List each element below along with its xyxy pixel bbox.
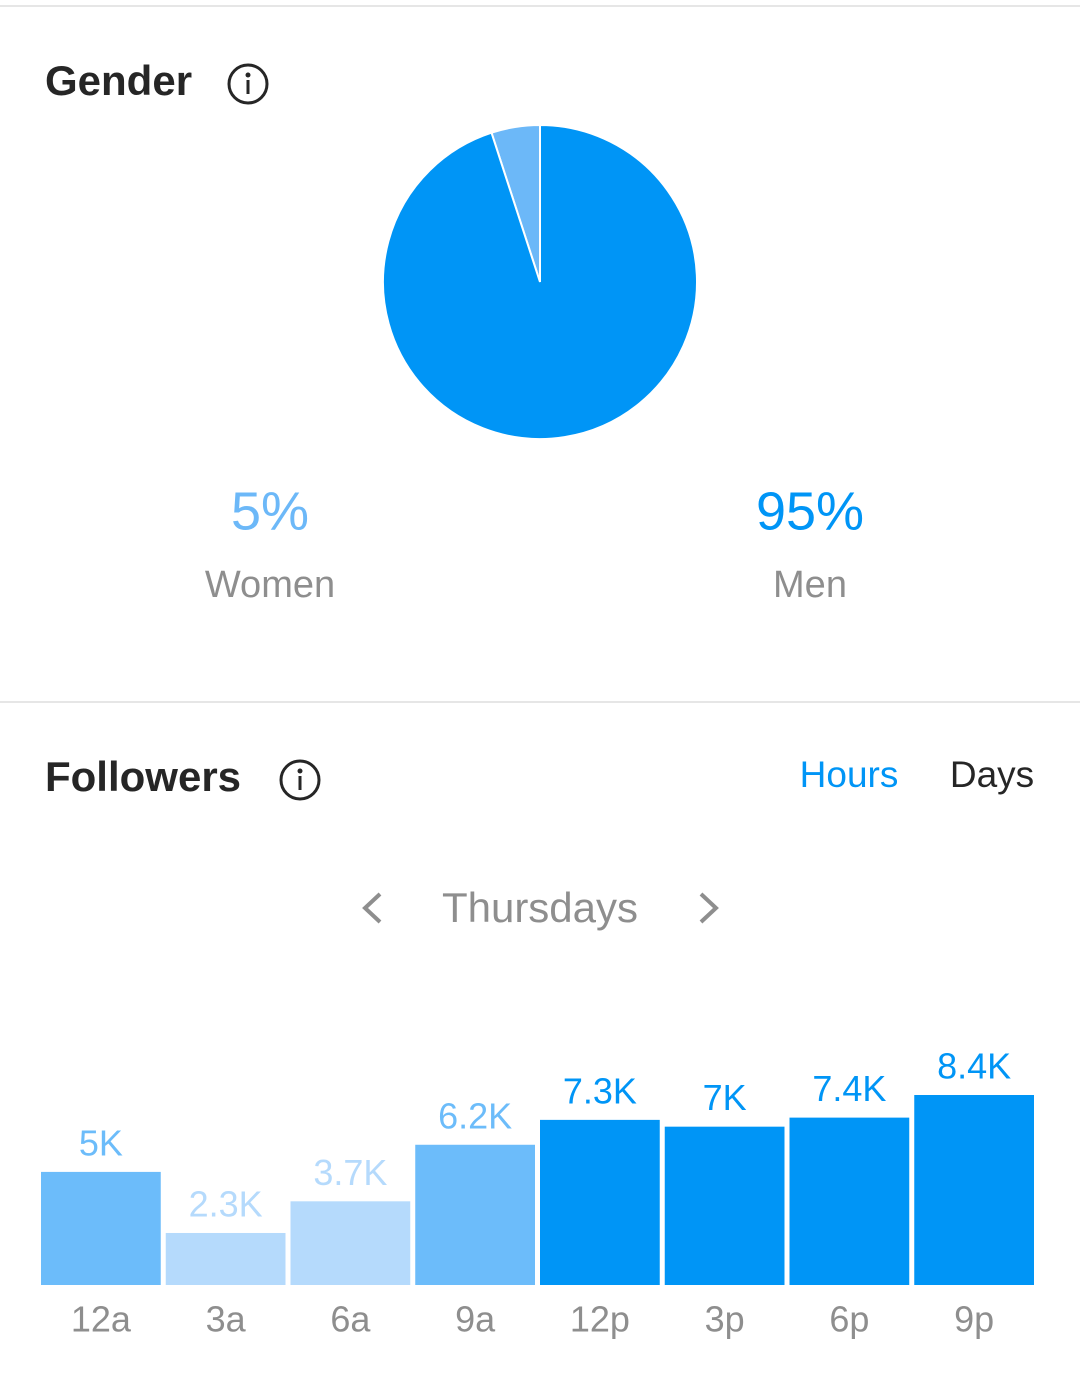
bar <box>540 1119 660 1285</box>
pie-value-label: 95% <box>756 481 864 541</box>
tab-days[interactable]: Days <box>950 754 1034 795</box>
next-button[interactable] <box>699 892 719 924</box>
period-label: Thursdays <box>442 884 638 931</box>
x-tick-label: 12a <box>71 1299 132 1340</box>
pie-category-label: Men <box>773 564 847 606</box>
bar <box>664 1126 785 1285</box>
bar-value-label: 8.4K <box>937 1046 1011 1087</box>
x-tick-label: 12p <box>570 1299 630 1340</box>
x-tick-label: 9p <box>954 1299 994 1340</box>
bar <box>165 1232 286 1285</box>
section-title: Followers <box>45 753 241 800</box>
x-tick-label: 3p <box>705 1299 745 1340</box>
tab-hours[interactable]: Hours <box>800 754 899 795</box>
bar <box>41 1171 161 1285</box>
pie-slice <box>382 123 698 440</box>
bar-value-label: 2.3K <box>189 1183 263 1224</box>
x-tick-label: 6a <box>330 1299 371 1340</box>
bar-value-label: 5K <box>79 1122 123 1163</box>
bar-value-label: 7.3K <box>563 1070 637 1111</box>
prev-button[interactable] <box>362 892 382 924</box>
info-icon[interactable] <box>279 759 321 801</box>
bar-value-label: 7.4K <box>812 1068 886 1109</box>
bar <box>789 1117 910 1285</box>
bar <box>290 1201 411 1285</box>
x-tick-label: 9a <box>455 1299 496 1340</box>
bar <box>415 1144 535 1285</box>
bar-value-label: 6.2K <box>438 1095 512 1136</box>
pie-category-label: Women <box>205 564 335 606</box>
pie-value-label: 5% <box>231 481 309 541</box>
bar <box>914 1095 1034 1285</box>
x-tick-label: 6p <box>829 1299 869 1340</box>
section-title: Gender <box>45 57 192 104</box>
x-tick-label: 3a <box>206 1299 247 1340</box>
info-icon[interactable] <box>227 63 269 105</box>
bar-value-label: 7K <box>703 1077 747 1118</box>
bar-value-label: 3.7K <box>313 1152 387 1193</box>
